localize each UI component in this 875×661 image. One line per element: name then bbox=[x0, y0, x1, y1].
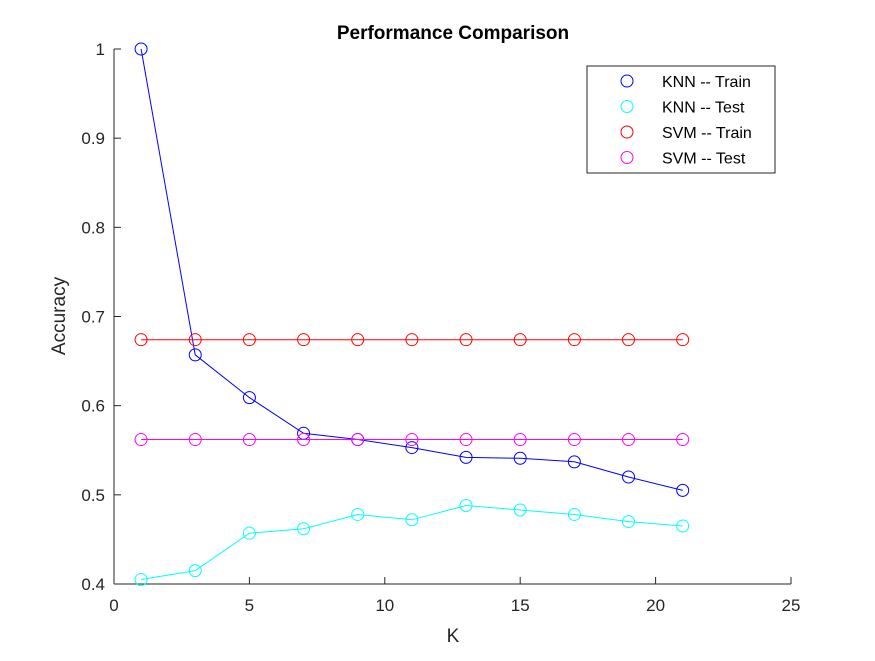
data-point bbox=[622, 515, 636, 529]
data-point bbox=[188, 348, 202, 362]
y-tick-label: 0.8 bbox=[81, 218, 105, 237]
data-point bbox=[297, 333, 311, 347]
data-point bbox=[513, 433, 527, 447]
data-point bbox=[405, 333, 419, 347]
legend-entry: SVM -- Test bbox=[662, 151, 746, 168]
data-point bbox=[622, 433, 636, 447]
y-tick-label: 0.4 bbox=[81, 575, 105, 594]
data-point bbox=[134, 42, 148, 56]
data-point bbox=[459, 450, 473, 464]
y-tick-label: 0.9 bbox=[81, 129, 105, 148]
y-tick-label: 0.7 bbox=[81, 308, 105, 327]
data-point bbox=[242, 526, 256, 540]
plot-series bbox=[134, 42, 690, 587]
legend-entry: KNN -- Test bbox=[662, 100, 745, 117]
y-tick-label: 1 bbox=[96, 40, 105, 59]
x-tick-label: 10 bbox=[375, 596, 394, 615]
data-point bbox=[567, 333, 581, 347]
legend-marker bbox=[620, 151, 634, 164]
data-point bbox=[242, 333, 256, 347]
data-point bbox=[405, 433, 419, 447]
legend: KNN -- Train KNN -- Test SVM -- Train SVM -… bbox=[586, 65, 776, 174]
data-point bbox=[242, 433, 256, 447]
data-point bbox=[297, 522, 311, 536]
data-point bbox=[676, 483, 690, 497]
data-point bbox=[567, 433, 581, 447]
data-point bbox=[567, 507, 581, 521]
x-tick-label: 25 bbox=[782, 596, 801, 615]
data-point bbox=[459, 499, 473, 513]
series-3 bbox=[134, 433, 690, 447]
x-tick-label: 0 bbox=[109, 596, 118, 615]
data-point bbox=[622, 333, 636, 347]
data-point bbox=[188, 564, 202, 578]
data-point bbox=[351, 507, 365, 521]
data-point bbox=[513, 333, 527, 347]
legend-marker bbox=[620, 100, 634, 113]
y-tick-label: 0.5 bbox=[81, 486, 105, 505]
legend-box bbox=[586, 65, 776, 174]
legend-entry: KNN -- Train bbox=[662, 74, 751, 91]
data-point bbox=[459, 333, 473, 347]
data-point bbox=[297, 433, 311, 447]
data-point bbox=[676, 333, 690, 347]
data-point bbox=[134, 333, 148, 347]
series-line bbox=[141, 504, 683, 580]
data-point bbox=[134, 433, 148, 447]
data-point bbox=[676, 519, 690, 533]
series-line bbox=[140, 48, 683, 491]
data-point bbox=[567, 455, 581, 469]
y-tick-label: 0.6 bbox=[81, 397, 105, 416]
legend-entry: SVM -- Train bbox=[662, 125, 752, 142]
series-2 bbox=[134, 333, 690, 347]
x-tick-label: 15 bbox=[511, 596, 530, 615]
data-point bbox=[405, 513, 419, 527]
data-point bbox=[134, 573, 148, 587]
legend-marker bbox=[620, 125, 634, 139]
y-axis-label: Accuracy bbox=[49, 276, 70, 355]
data-point bbox=[459, 433, 473, 447]
data-point bbox=[622, 470, 636, 484]
data-point bbox=[351, 333, 365, 347]
data-point bbox=[405, 441, 419, 455]
chart-title: Performance Comparison bbox=[337, 23, 569, 44]
data-point bbox=[188, 333, 202, 347]
x-tick-label: 5 bbox=[245, 596, 254, 615]
data-point bbox=[513, 451, 527, 465]
series-1 bbox=[134, 499, 690, 587]
legend-marker bbox=[620, 74, 634, 88]
axes: 0 5 10 15 20 25 0.4 0.5 0.6 0.7 0.8 0.9 1 bbox=[81, 40, 800, 615]
data-point bbox=[351, 433, 365, 447]
data-point bbox=[676, 433, 690, 447]
data-point bbox=[513, 503, 527, 517]
data-point bbox=[242, 391, 256, 405]
x-axis-label: K bbox=[447, 626, 460, 647]
x-tick-label: 20 bbox=[646, 596, 665, 615]
data-point bbox=[188, 433, 202, 447]
